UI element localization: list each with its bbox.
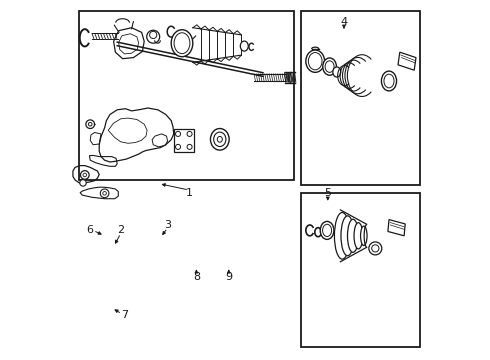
Circle shape <box>149 31 157 39</box>
Ellipse shape <box>214 132 226 147</box>
Circle shape <box>80 180 86 186</box>
Ellipse shape <box>171 30 193 57</box>
Circle shape <box>187 131 192 136</box>
Ellipse shape <box>347 219 359 252</box>
Circle shape <box>83 173 87 177</box>
Ellipse shape <box>325 61 334 72</box>
Ellipse shape <box>361 226 367 246</box>
Ellipse shape <box>334 212 350 259</box>
Ellipse shape <box>306 50 324 72</box>
Ellipse shape <box>322 224 332 237</box>
Circle shape <box>175 131 180 136</box>
Text: 9: 9 <box>225 272 232 282</box>
Ellipse shape <box>323 58 337 75</box>
Ellipse shape <box>341 216 354 256</box>
Circle shape <box>147 30 160 43</box>
Text: 5: 5 <box>324 188 331 198</box>
Text: 3: 3 <box>164 220 171 230</box>
Circle shape <box>103 192 106 195</box>
Bar <box>174 129 194 152</box>
Text: 6: 6 <box>87 225 94 235</box>
Ellipse shape <box>308 53 322 70</box>
Circle shape <box>100 189 109 198</box>
Ellipse shape <box>333 67 341 77</box>
Text: 7: 7 <box>121 310 128 320</box>
Circle shape <box>187 144 192 149</box>
Ellipse shape <box>174 33 190 54</box>
Ellipse shape <box>354 223 363 249</box>
Ellipse shape <box>240 41 248 51</box>
Circle shape <box>88 122 92 126</box>
Circle shape <box>175 144 180 149</box>
Ellipse shape <box>384 74 394 88</box>
Text: 2: 2 <box>117 225 124 235</box>
Circle shape <box>372 245 379 252</box>
Circle shape <box>86 120 95 129</box>
Ellipse shape <box>217 136 222 142</box>
Ellipse shape <box>210 129 229 150</box>
Text: 1: 1 <box>186 188 193 198</box>
Ellipse shape <box>381 71 396 91</box>
Circle shape <box>80 171 89 179</box>
Circle shape <box>369 242 382 255</box>
Text: 4: 4 <box>341 17 347 27</box>
Ellipse shape <box>320 221 334 239</box>
Text: 8: 8 <box>193 272 200 282</box>
